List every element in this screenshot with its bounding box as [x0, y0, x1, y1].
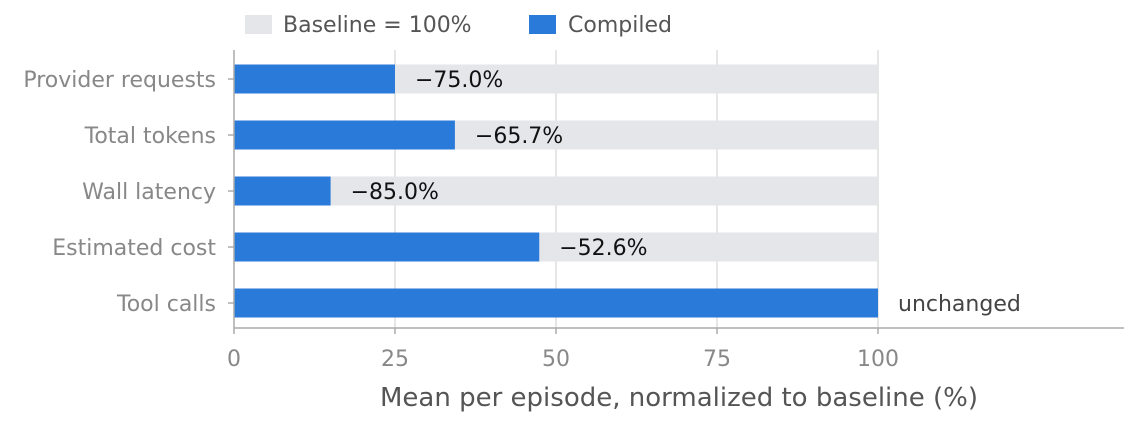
axes: Provider requests Total tokens Wall latenc…	[23, 50, 1124, 372]
compiled-bar	[234, 288, 878, 318]
legend-label: Baseline = 100%	[283, 13, 472, 38]
data-label: unchanged	[898, 292, 1021, 317]
x-tick-label: 25	[381, 347, 409, 372]
x-tick-label: 75	[703, 347, 731, 372]
x-tick-label: 100	[857, 347, 899, 372]
compiled-bar	[234, 176, 331, 206]
legend: Baseline = 100% Compiled	[245, 13, 672, 38]
data-label: −85.0%	[351, 180, 439, 205]
category-label: Estimated cost	[52, 236, 216, 261]
bars-group: −75.0% −65.7% −85.0% −52.6% unchanged	[234, 64, 1021, 318]
data-label: −75.0%	[415, 68, 503, 93]
baseline-bar	[234, 176, 878, 206]
x-tick-label: 50	[542, 347, 570, 372]
compiled-bar	[234, 232, 540, 262]
legend-swatch-compiled	[529, 15, 556, 34]
compiled-bar	[234, 64, 395, 94]
legend-label: Compiled	[568, 13, 672, 38]
legend-swatch-baseline	[245, 15, 272, 34]
x-axis-title: Mean per episode, normalized to baseline…	[380, 383, 978, 413]
x-tick-label: 0	[227, 347, 241, 372]
category-label: Wall latency	[82, 180, 216, 205]
category-label: Provider requests	[23, 68, 216, 93]
data-label: −65.7%	[475, 124, 563, 149]
data-label: −52.6%	[559, 236, 647, 261]
category-label: Tool calls	[116, 292, 216, 317]
compiled-bar	[234, 120, 455, 150]
category-label: Total tokens	[84, 124, 216, 149]
